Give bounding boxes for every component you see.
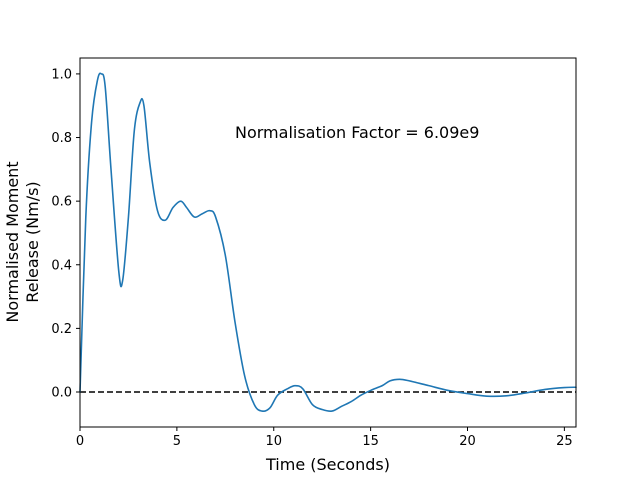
y-axis-label-line-2: Release (Nm/s) [23, 181, 42, 302]
y-axis-label-line-1: Normalised Moment [3, 161, 22, 322]
series-line-0 [79, 72, 577, 413]
normalisation-annotation: Normalisation Factor = 6.09e9 [235, 123, 479, 142]
y-tick-label: 0.4 [51, 258, 72, 273]
y-tick-label: 0.6 [51, 195, 72, 210]
x-tick-label: 25 [556, 434, 573, 449]
y-tick-label: 0.0 [51, 386, 72, 401]
x-axis-label: Time (Seconds) [265, 455, 390, 474]
y-tick-label: 0.8 [51, 131, 72, 146]
plot-area [80, 58, 576, 427]
axes-frame [79, 57, 577, 428]
ticks-layer: 0 5 10 15 20 25 0.0 0.2 0.4 0.6 0.8 1.0 [51, 67, 572, 449]
y-tick-label: 0.2 [51, 322, 72, 337]
x-tick-label: 10 [265, 434, 282, 449]
y-tick-label: 1.0 [51, 67, 72, 82]
series-layer [79, 72, 577, 413]
x-tick-label: 5 [173, 434, 181, 449]
x-tick-label: 20 [459, 434, 476, 449]
x-tick-label: 15 [362, 434, 379, 449]
x-tick-label: 0 [76, 434, 84, 449]
